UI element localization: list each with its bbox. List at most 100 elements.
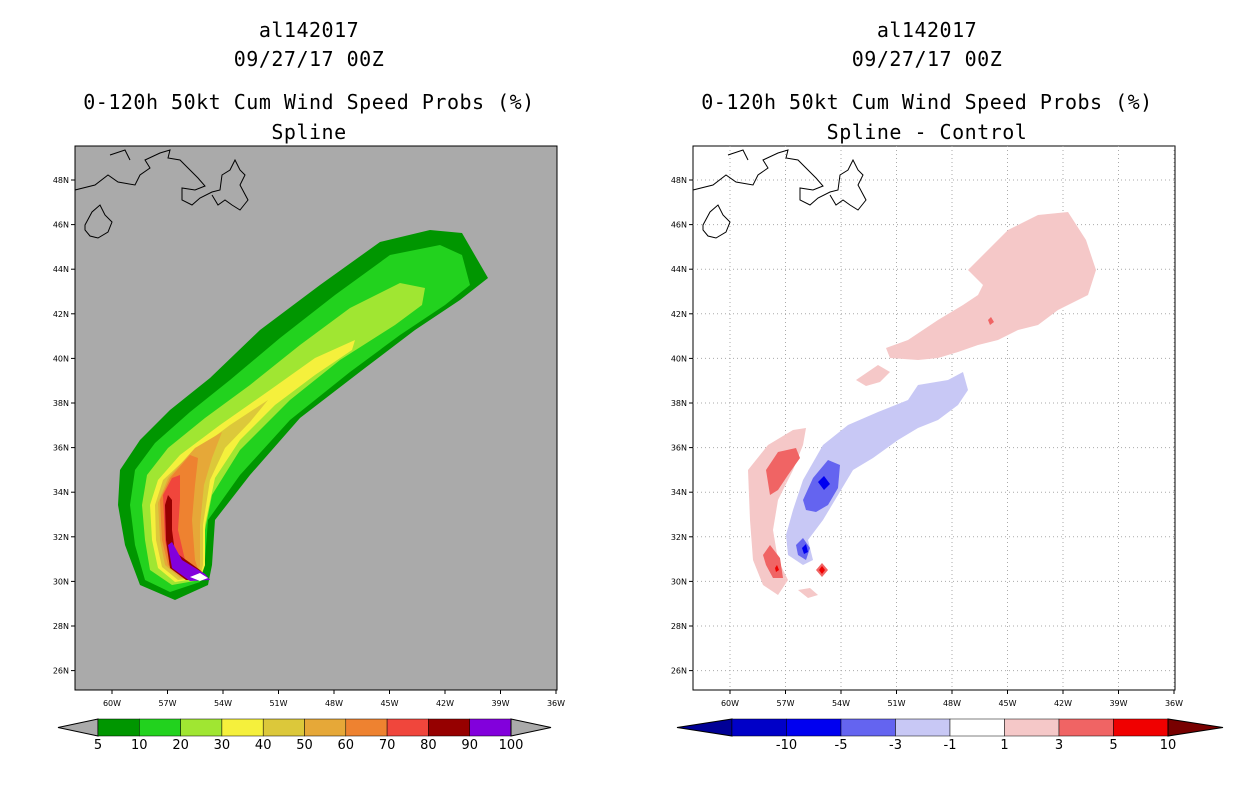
lat-tick-label: 40N: [53, 354, 69, 363]
right-lon-ticks: 60W 57W 54W 51W 48W 45W 42W 39W 36W: [721, 690, 1183, 708]
diff-pos-5-b: [775, 565, 779, 572]
lat-tick-label: 26N: [671, 667, 687, 676]
colorbar-swatch: [180, 718, 223, 737]
lat-tick-label: 36N: [53, 444, 69, 453]
lon-tick-label: 54W: [214, 699, 232, 708]
lat-tick-label: 42N: [53, 310, 69, 319]
colorbar-swatch: [428, 718, 470, 737]
diff-pos-5-a: [819, 566, 825, 574]
diff-neg-5-b: [802, 544, 808, 554]
lon-tick-label: 60W: [721, 699, 739, 708]
right-chart-subtitle: Spline - Control: [826, 120, 1028, 144]
colorbar-swatch: [469, 718, 512, 737]
colorbar-swatch: [840, 718, 896, 737]
lon-tick-label: 42W: [1054, 699, 1072, 708]
diff-pos-3-d: [988, 317, 994, 325]
colorbar-swatch: [345, 718, 388, 737]
colorbar-low-end: [676, 718, 733, 737]
colorbar-swatch: [1058, 718, 1114, 737]
colorbar-label: 60: [338, 738, 355, 753]
colorbar-label: 80: [420, 738, 437, 753]
lon-tick-label: 57W: [776, 699, 794, 708]
diff-neg-1: [786, 372, 968, 565]
lat-tick-label: 40N: [671, 354, 687, 363]
lon-tick-label: 42W: [436, 699, 454, 708]
colorbar-swatch: [895, 718, 951, 737]
lon-tick-label: 57W: [158, 699, 176, 708]
lat-tick-label: 38N: [671, 399, 687, 408]
contour-10: [130, 245, 470, 592]
colorbar-label: 10: [1160, 738, 1177, 753]
lat-tick-label: 34N: [671, 488, 687, 497]
colorbar-high-end: [1167, 718, 1224, 737]
lon-tick-label: 60W: [103, 699, 121, 708]
left-datetime: 09/27/17 00Z: [233, 47, 385, 71]
lon-tick-label: 39W: [491, 699, 509, 708]
lat-tick-label: 30N: [53, 577, 69, 586]
colorbar-high-end: [510, 718, 552, 737]
left-colorbar: 5 10 20 30 40 50 60 70 80 90 100: [57, 718, 552, 753]
colorbar-swatch: [262, 718, 305, 737]
lat-tick-label: 38N: [53, 399, 69, 408]
diff-pos-3-a: [766, 448, 800, 495]
lon-tick-label: 36W: [1165, 699, 1183, 708]
left-lon-ticks: 60W 57W 54W 51W 48W 45W 42W 39W 36W: [103, 690, 565, 708]
colorbar-swatch: [304, 718, 347, 737]
colorbar-label: 10: [131, 738, 148, 753]
lat-tick-label: 46N: [671, 221, 687, 230]
left-probability-contours: [118, 230, 488, 600]
lat-tick-label: 28N: [53, 622, 69, 631]
right-chart-title: 0-120h 50kt Cum Wind Speed Probs (%): [701, 90, 1153, 114]
colorbar-label: 1: [1000, 738, 1008, 753]
lon-tick-label: 51W: [887, 699, 905, 708]
lat-tick-label: 46N: [53, 221, 69, 230]
colorbar-swatch: [221, 718, 264, 737]
diff-pos-1-blob: [856, 365, 890, 386]
colorbar-label: 50: [296, 738, 313, 753]
lon-tick-label: 45W: [380, 699, 398, 708]
right-difference-contours: [748, 212, 1096, 598]
contour-100: [190, 573, 208, 581]
colorbar-label: -1: [944, 738, 957, 753]
lat-tick-label: 34N: [53, 488, 69, 497]
left-lat-ticks: 48N 46N 44N 42N 40N 38N 36N 34N 32N 30N 28N 26N: [53, 176, 75, 676]
lat-tick-label: 30N: [671, 577, 687, 586]
diff-pos-1-north: [886, 212, 1096, 360]
colorbar-label: 5: [1109, 738, 1117, 753]
colorbar-label: 30: [214, 738, 231, 753]
colorbar-label: 3: [1055, 738, 1063, 753]
colorbar-label: 90: [461, 738, 478, 753]
left-storm-id: al142017: [258, 18, 360, 42]
lat-tick-label: 26N: [53, 667, 69, 676]
diff-neg-5-a: [818, 476, 830, 490]
lon-tick-label: 45W: [998, 699, 1016, 708]
left-map: 60W 57W 54W 51W 48W 45W 42W 39W 36W 48N 46N 44N 42N…: [53, 145, 565, 753]
lon-tick-label: 36W: [547, 699, 565, 708]
left-map-background: [74, 145, 558, 691]
colorbar-label: -3: [889, 738, 902, 753]
right-coastline: [692, 149, 867, 239]
left-chart-title: 0-120h 50kt Cum Wind Speed Probs (%): [83, 90, 535, 114]
colorbar-label: 40: [255, 738, 272, 753]
lat-tick-label: 42N: [671, 310, 687, 319]
contour-90: [168, 542, 210, 581]
colorbar-swatch: [949, 718, 1005, 737]
left-panel: al142017 09/27/17 00Z 0-120h 50kt Cum Wi…: [53, 18, 565, 753]
colorbar-label: 5: [94, 738, 102, 753]
lon-tick-label: 48W: [325, 699, 343, 708]
colorbar-label: 70: [379, 738, 396, 753]
lat-tick-label: 32N: [53, 533, 69, 542]
colorbar-label: 100: [499, 738, 524, 753]
right-lat-ticks: 48N 46N 44N 42N 40N 38N 36N 34N 32N 30N 28N 26N: [671, 176, 693, 676]
right-datetime: 09/27/17 00Z: [851, 47, 1003, 71]
colorbar-swatch: [97, 718, 140, 737]
left-chart-subtitle: Spline: [271, 120, 347, 144]
right-panel: al142017 09/27/17 00Z 0-120h 50kt Cum Wi…: [618, 0, 1236, 800]
lon-tick-label: 39W: [1109, 699, 1127, 708]
lat-tick-label: 44N: [671, 265, 687, 274]
right-storm-id: al142017: [876, 18, 978, 42]
colorbar-swatch: [139, 718, 181, 737]
lon-tick-label: 51W: [269, 699, 287, 708]
colorbar-label: -5: [835, 738, 848, 753]
right-map: 60W 57W 54W 51W 48W 45W 42W 39W 36W 48N 46N 44N 42N…: [671, 145, 1224, 753]
